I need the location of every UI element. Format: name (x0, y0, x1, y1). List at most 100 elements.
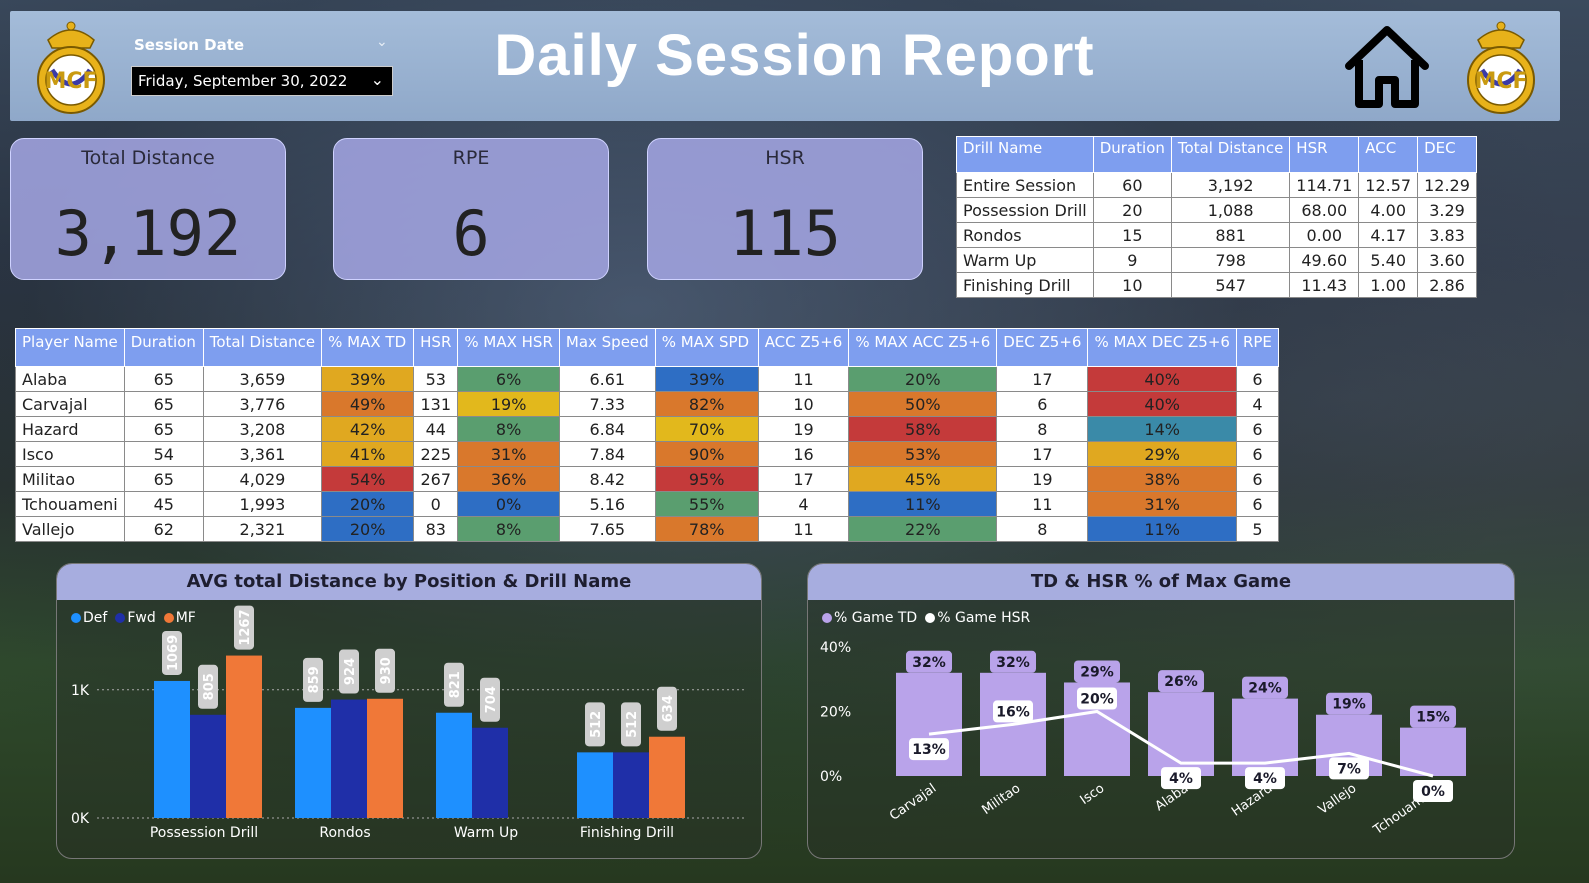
table-row[interactable]: Alaba 65 3,659 39% 53 6% 6.61 39% 11 20% 17 40% 6 (15, 366, 1279, 392)
column-header-duration[interactable]: Duration (123, 328, 204, 367)
column-header-acc[interactable]: ACC (1358, 136, 1419, 173)
legend-item[interactable]: MF (163, 610, 196, 626)
chevron-down-icon[interactable]: ⌄ (376, 34, 388, 50)
column-header-dec[interactable]: DEC (1417, 136, 1477, 173)
x-tick-text: Militao (979, 781, 1023, 818)
table-row[interactable]: Hazard 65 3,208 42% 44 8% 6.84 70% 19 58% 8 14% 6 (15, 416, 1279, 442)
column-header-max-spd[interactable]: % MAX SPD (654, 328, 759, 367)
kpi-value: 115 (729, 197, 841, 270)
column-header-max-td[interactable]: % MAX TD (321, 328, 415, 367)
column-header-hsr[interactable]: HSR (413, 328, 459, 367)
column-header-rpe[interactable]: RPE (1235, 328, 1279, 367)
cell-acc: 4.00 (1358, 197, 1419, 223)
cell-duration: 9 (1092, 247, 1172, 273)
column-header-drill-name[interactable]: Drill Name (956, 136, 1094, 173)
cell-total-distance: 4,029 (202, 466, 323, 492)
chart-legend: % Game TD % Game HSR (822, 610, 1030, 626)
chart-title: AVG total Distance by Position & Drill N… (57, 564, 761, 600)
session-date-label: Session Date (134, 36, 245, 54)
data-label-bg (234, 605, 254, 650)
kpi-label: RPE (452, 147, 490, 169)
cell-duration: 54 (123, 441, 204, 467)
cell-acc-z5-6: 4 (757, 491, 850, 517)
cell-hsr: 225 (413, 441, 459, 467)
cell-max-acc-z5-6: 22% (848, 516, 998, 542)
cell-max-spd: 39% (654, 366, 759, 392)
x-tick-label: Finishing Drill (580, 825, 674, 841)
table-row[interactable]: Warm Up 9 798 49.60 5.40 3.60 (956, 247, 1477, 273)
table-row[interactable]: Entire Session 60 3,192 114.71 12.57 12.29 (956, 172, 1477, 198)
column-header-max-acc-z5-6[interactable]: % MAX ACC Z5+6 (848, 328, 998, 367)
column-header-max-dec-z5-6[interactable]: % MAX DEC Z5+6 (1087, 328, 1237, 367)
table-row[interactable]: Tchouameni 45 1,993 20% 0 0% 5.16 55% 4 11% 11 31% 6 (15, 491, 1279, 517)
cell-max-speed: 5.16 (558, 491, 656, 517)
column-header-dec-z5-6[interactable]: DEC Z5+6 (996, 328, 1089, 367)
data-label-text: 859 (307, 666, 322, 693)
table-row[interactable]: Militao 65 4,029 54% 267 36% 8.42 95% 17 45% 19 38%… (15, 466, 1279, 492)
bar-def (577, 752, 613, 818)
data-label: 1069 (162, 630, 182, 675)
table-row[interactable]: Possession Drill 20 1,088 68.00 4.00 3.29 (956, 197, 1477, 223)
data-label-text: 13% (912, 742, 946, 758)
table-row[interactable]: Finishing Drill 10 547 11.43 1.00 2.86 (956, 272, 1477, 298)
column-header-acc-z5-6[interactable]: ACC Z5+6 (757, 328, 850, 367)
cell-total-distance: 1,993 (202, 491, 323, 517)
chevron-down-icon: ⌄ (370, 70, 384, 89)
table-row[interactable]: Carvajal 65 3,776 49% 131 19% 7.33 82% 10 50% 6 40%… (15, 391, 1279, 417)
data-label: 512 (585, 702, 605, 747)
cell-rpe: 6 (1235, 366, 1279, 392)
cell-max-speed: 6.61 (558, 366, 656, 392)
legend-item[interactable]: % Game TD (822, 610, 917, 626)
bar-def (295, 707, 331, 818)
kpi-label: HSR (765, 147, 805, 169)
cell-player-name: Hazard (15, 416, 125, 442)
legend-dot-icon (71, 613, 81, 623)
svg-text:MCF: MCF (1474, 69, 1527, 94)
cell-max-dec-z5-6: 11% (1087, 516, 1237, 542)
session-date-select[interactable]: Friday, September 30, 2022 ⌄ (131, 66, 393, 96)
cell-rpe: 6 (1235, 466, 1279, 492)
data-label-bg (1158, 670, 1204, 693)
table-row[interactable]: Vallejo 62 2,321 20% 83 8% 7.65 78% 11 22% 8 11% 5 (15, 516, 1279, 542)
cell-hsr: 131 (413, 391, 459, 417)
column-header-total-distance[interactable]: Total Distance (1170, 136, 1291, 173)
x-tick-label: Isco (1078, 781, 1108, 808)
bar-fwd (472, 727, 508, 818)
cell-max-dec-z5-6: 38% (1087, 466, 1237, 492)
data-label-text: 821 (448, 671, 463, 698)
cell-max-spd: 78% (654, 516, 759, 542)
cell-max-hsr: 36% (457, 466, 560, 492)
legend-item[interactable]: Def (71, 610, 107, 626)
cell-player-name: Carvajal (15, 391, 125, 417)
table-row[interactable]: Rondos 15 881 0.00 4.17 3.83 (956, 222, 1477, 248)
data-label-bg (585, 702, 605, 747)
legend-label: % Game HSR (937, 610, 1031, 626)
column-header-max-hsr[interactable]: % MAX HSR (457, 328, 560, 367)
cell-duration: 10 (1092, 272, 1172, 298)
table-row[interactable]: Isco 54 3,361 41% 225 31% 7.84 90% 16 53% 17 29% 6 (15, 441, 1279, 467)
cell-max-speed: 7.84 (558, 441, 656, 467)
cell-drill-name: Warm Up (956, 247, 1094, 273)
home-icon[interactable] (1343, 24, 1431, 110)
cell-total-distance: 3,776 (202, 391, 323, 417)
column-header-hsr[interactable]: HSR (1289, 136, 1360, 173)
column-header-duration[interactable]: Duration (1092, 136, 1172, 173)
column-header-player-name[interactable]: Player Name (15, 328, 125, 367)
legend-item[interactable]: Fwd (115, 610, 156, 626)
legend-item[interactable]: % Game HSR (925, 610, 1030, 626)
data-label-bg (993, 700, 1033, 723)
kpi-value: 3,192 (54, 197, 242, 270)
cell-max-dec-z5-6: 40% (1087, 391, 1237, 417)
cell-max-dec-z5-6: 40% (1087, 366, 1237, 392)
cell-duration: 65 (123, 391, 204, 417)
column-header-total-distance[interactable]: Total Distance (202, 328, 323, 367)
data-label-bg (480, 677, 500, 722)
kpi-total-distance: Total Distance 3,192 (10, 138, 286, 280)
column-header-max-speed[interactable]: Max Speed (558, 328, 656, 367)
cell-total-distance: 881 (1170, 222, 1291, 248)
svg-text:MCF: MCF (44, 69, 97, 94)
cell-duration: 65 (123, 366, 204, 392)
cell-max-hsr: 19% (457, 391, 560, 417)
cell-hsr: 267 (413, 466, 459, 492)
cell-max-spd: 70% (654, 416, 759, 442)
